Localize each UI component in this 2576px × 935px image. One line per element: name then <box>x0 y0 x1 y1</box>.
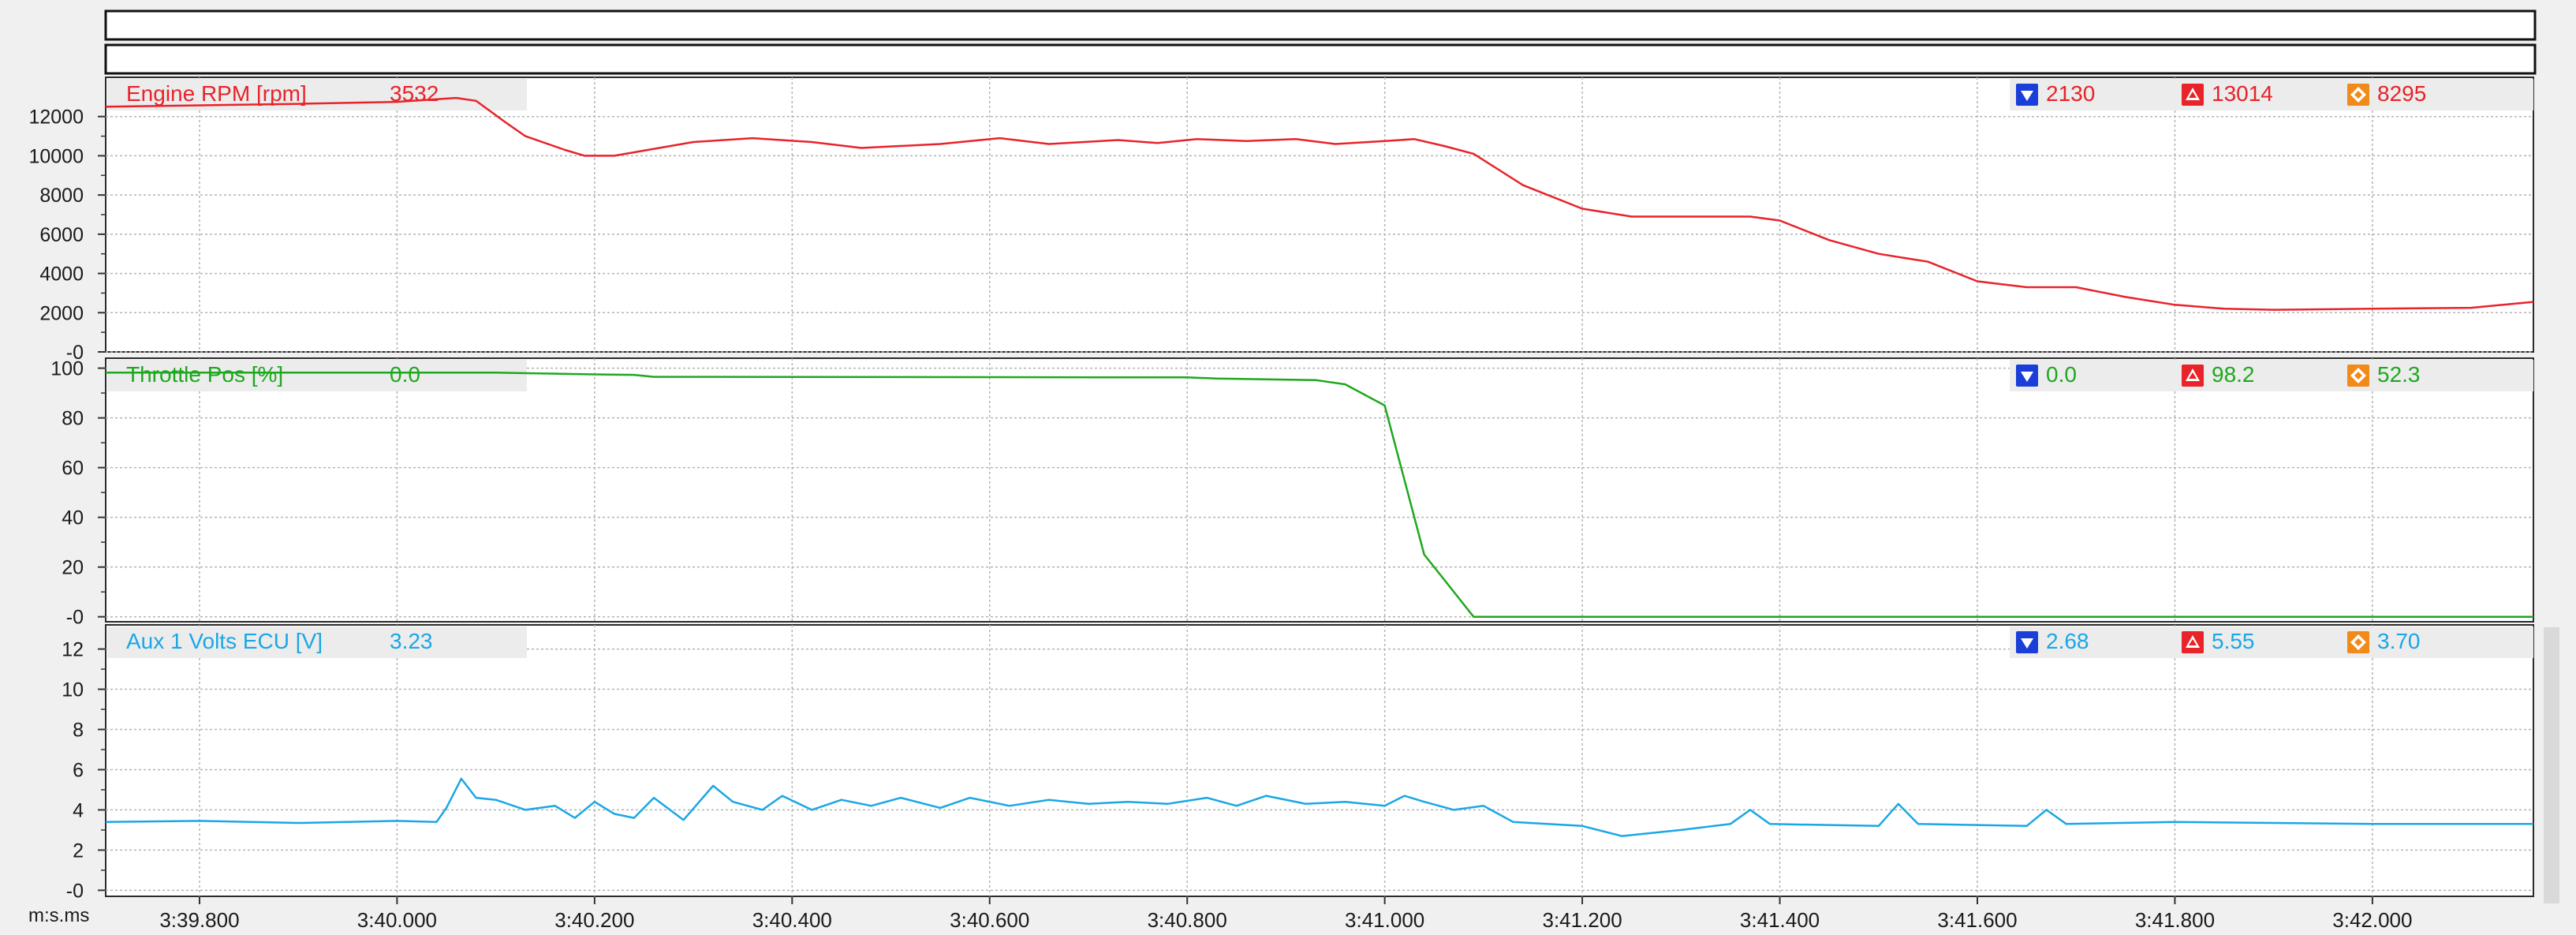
x-tick-label-0: 3:39.800 <box>159 908 239 932</box>
aux1-volts-stats-band <box>2010 626 2533 658</box>
aux1-volts-ytick-label-0: 12 <box>62 639 84 661</box>
aux1-volts-plot-area <box>105 624 2534 897</box>
engine-rpm-plot-area <box>105 77 2534 353</box>
throttle-pos-channel-name: Throttle Pos [%] <box>126 362 283 387</box>
aux1-volts-ytick-label-5: 2 <box>73 840 84 862</box>
engine-rpm-max-value: 13014 <box>2212 81 2273 106</box>
engine-rpm-panel: 12000 10000 8000 6000 4000 2000 -0 Engine RPM [… <box>28 77 2534 364</box>
engine-rpm-min-value: 2130 <box>2046 81 2095 106</box>
x-tick-label-5: 3:40.800 <box>1148 908 1227 932</box>
throttle-pos-max-arrow-inner-icon <box>2189 372 2197 379</box>
engine-rpm-ytick-label-1: 10000 <box>28 145 84 167</box>
engine-rpm-cursor-value: 3532 <box>390 81 439 106</box>
engine-rpm-max-arrow-inner-icon <box>2189 92 2197 98</box>
aux1-volts-series-line <box>105 777 2533 837</box>
engine-rpm-ytick-label-0: 12000 <box>28 107 84 129</box>
throttle-pos-ytick-label-3: 40 <box>62 507 84 529</box>
x-tick-label-8: 3:41.400 <box>1740 908 1820 932</box>
throttle-pos-ytick-label-4: 20 <box>62 557 84 579</box>
vertical-scrollbar[interactable] <box>2544 627 2559 903</box>
throttle-pos-series-line <box>106 372 2533 618</box>
throttle-pos-ytick-label-1: 80 <box>62 408 84 430</box>
engine-rpm-series-line <box>105 96 2534 311</box>
aux1-volts-avg-diamond-inner-icon <box>2354 638 2362 646</box>
throttle-pos-min-arrow-icon <box>2021 372 2033 382</box>
throttle-pos-ytick-label-2: 60 <box>62 458 84 480</box>
aux1-volts-ytick-label-2: 8 <box>73 720 84 742</box>
engine-rpm-avg-value: 8295 <box>2377 81 2426 106</box>
top-toolbar-strip-2 <box>104 43 2537 75</box>
throttle-pos-plot-area <box>105 357 2534 623</box>
top-toolbar-strip-1 <box>104 9 2537 41</box>
aux1-volts-cursor-value: 3.23 <box>390 629 433 653</box>
aux1-volts-channel-name: Aux 1 Volts ECU [V] <box>126 629 323 653</box>
throttle-pos-min-value: 0.0 <box>2046 362 2077 387</box>
aux1-volts-ytick-label-3: 6 <box>73 759 84 781</box>
throttle-pos-ytick-label-0: 100 <box>50 358 84 380</box>
engine-rpm-ytick-label-5: 2000 <box>39 302 84 324</box>
throttle-pos-cursor-value: 0.0 <box>390 362 420 387</box>
throttle-pos-max-value: 98.2 <box>2212 362 2255 387</box>
aux1-volts-panel: 12 10 8 6 4 2 -0 Aux 1 Volts ECU [V] 3.23 2.68 5.5… <box>62 624 2534 902</box>
x-tick-label-11: 3:42.000 <box>2332 908 2412 932</box>
x-tick-label-4: 3:40.600 <box>950 908 1029 932</box>
x-tick-label-9: 3:41.600 <box>1937 908 2017 932</box>
aux1-volts-max-value: 5.55 <box>2212 629 2255 653</box>
aux1-volts-name-band <box>107 626 527 658</box>
x-tick-label-3: 3:40.400 <box>752 908 832 932</box>
aux1-volts-max-arrow-inner-icon <box>2189 639 2197 645</box>
engine-rpm-stats-band <box>2010 79 2533 110</box>
aux1-volts-ytick-label-6: -0 <box>66 880 84 902</box>
aux1-volts-min-value: 2.68 <box>2046 629 2089 653</box>
x-tick-label-1: 3:40.000 <box>357 908 437 932</box>
aux1-volts-min-arrow-icon <box>2021 638 2033 649</box>
throttle-pos-name-band <box>107 360 527 391</box>
engine-rpm-ytick-label-2: 8000 <box>39 185 84 207</box>
throttle-pos-avg-value: 52.3 <box>2377 362 2421 387</box>
x-tick-label-6: 3:41.000 <box>1345 908 1424 932</box>
aux1-volts-avg-value: 3.70 <box>2377 629 2421 653</box>
throttle-pos-ytick-label-5: -0 <box>66 607 84 629</box>
throttle-pos-stats-band <box>2010 360 2533 391</box>
engine-rpm-avg-diamond-inner-icon <box>2354 91 2362 99</box>
x-tick-label-10: 3:41.800 <box>2135 908 2215 932</box>
engine-rpm-ytick-label-3: 6000 <box>39 224 84 246</box>
x-tick-label-2: 3:40.200 <box>554 908 634 932</box>
throttle-pos-avg-diamond-inner-icon <box>2354 372 2362 380</box>
aux1-volts-ytick-label-4: 4 <box>73 799 84 821</box>
throttle-pos-panel: 100 80 60 40 20 -0 Throttle Pos [%] 0.0 0.0 98.2 5… <box>50 357 2534 629</box>
x-axis-unit-label: m:s.ms <box>28 905 89 926</box>
x-tick-label-7: 3:41.200 <box>1542 908 1622 932</box>
aux1-volts-ytick-label-1: 10 <box>62 679 84 701</box>
engine-rpm-ytick-label-6: -0 <box>66 342 84 364</box>
engine-rpm-ytick-label-4: 4000 <box>39 264 84 286</box>
engine-rpm-min-arrow-icon <box>2021 91 2033 101</box>
engine-rpm-channel-name: Engine RPM [rpm] <box>126 81 307 106</box>
